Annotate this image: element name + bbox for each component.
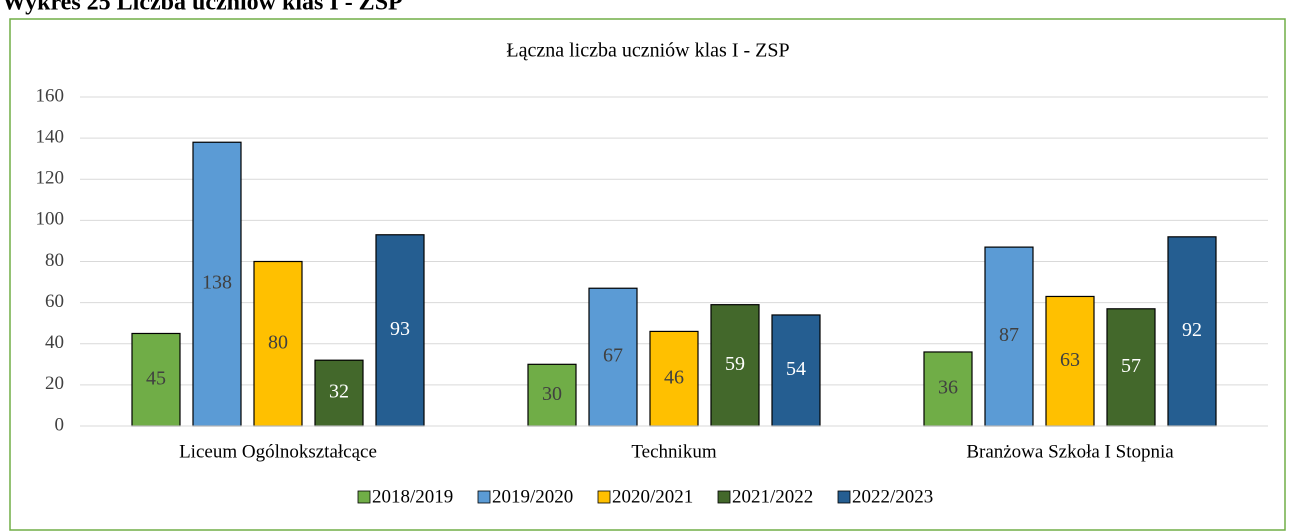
data-label: 32 [329, 381, 349, 403]
legend-swatch [717, 490, 731, 504]
bar [771, 314, 821, 427]
data-label: 92 [1182, 319, 1202, 341]
y-tick-label: 100 [36, 209, 65, 230]
data-label: 63 [1060, 349, 1080, 371]
data-label: 54 [786, 358, 806, 380]
bar [527, 363, 577, 427]
legend-swatch [597, 490, 611, 504]
legend-swatch [357, 490, 371, 504]
legend-swatch [837, 490, 851, 504]
data-label: 138 [202, 272, 232, 294]
y-tick-label: 60 [45, 291, 64, 312]
legend-label: 2022/2023 [852, 486, 933, 507]
y-tick-label: 160 [36, 85, 65, 106]
legend-label: 2021/2022 [732, 486, 813, 507]
x-tick-label: Branżowa Szkoła I Stopnia [966, 441, 1174, 462]
y-tick-label: 40 [45, 332, 64, 353]
bar [1167, 236, 1217, 427]
y-tick-label: 80 [45, 250, 64, 271]
data-label: 59 [725, 353, 745, 375]
data-label: 30 [542, 383, 562, 405]
data-label: 67 [603, 345, 623, 367]
chart-title: Łączna liczba uczniów klas I - ZSP [506, 40, 789, 62]
y-tick-label: 120 [36, 168, 65, 189]
data-label: 36 [938, 377, 958, 399]
bar [923, 351, 973, 427]
bar [375, 234, 425, 427]
legend-label: 2020/2021 [612, 486, 693, 507]
heading: Wykres 25 Liczba uczniów klas I - ZSP [2, 0, 403, 16]
bar [1045, 295, 1095, 427]
data-label: 57 [1121, 355, 1141, 377]
legend-label: 2018/2019 [372, 486, 453, 507]
x-tick-label: Technikum [631, 441, 716, 462]
y-tick-label: 140 [36, 126, 65, 147]
x-tick-label: Liceum Ogólnokształcące [179, 441, 377, 462]
data-label: 93 [390, 318, 410, 340]
y-tick-label: 20 [45, 373, 64, 394]
legend-swatch [477, 490, 491, 504]
legend-label: 2019/2020 [492, 486, 573, 507]
y-tick-label: 0 [55, 414, 65, 435]
bar [1106, 308, 1156, 427]
bar [588, 287, 638, 427]
bar [649, 330, 699, 427]
data-label: 45 [146, 367, 166, 389]
data-label: 80 [268, 331, 288, 353]
data-label: 87 [999, 324, 1019, 346]
data-label: 46 [664, 366, 684, 388]
bar [984, 246, 1034, 427]
